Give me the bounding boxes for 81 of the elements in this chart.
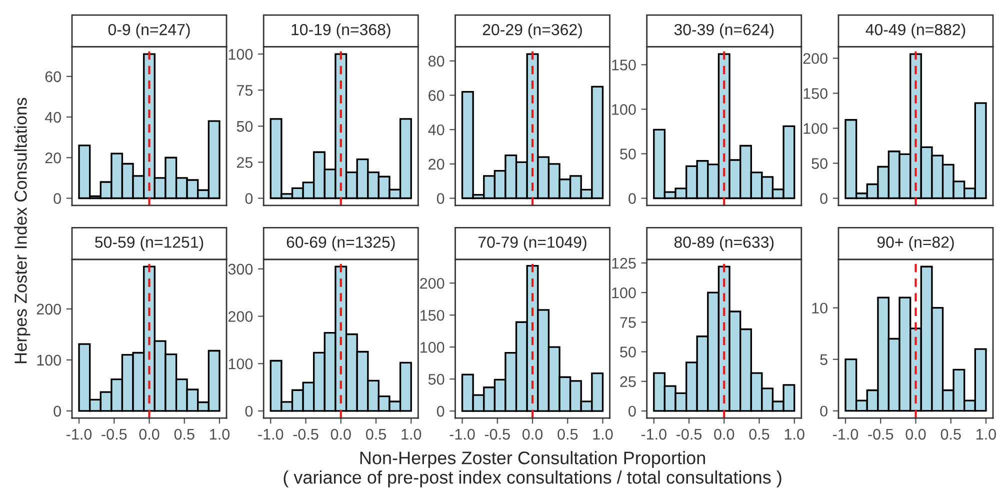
y-tick-label: 20 — [45, 152, 61, 164]
y-tick-label: 100 — [228, 48, 253, 60]
x-tick-label: -0.5 — [676, 428, 702, 440]
chart-title: 60-69 (n=1325) — [286, 236, 395, 251]
y-tick-label: 0 — [245, 193, 253, 204]
y-tick-label: 50 — [620, 346, 636, 358]
x-tick-label: -1.0 — [833, 428, 858, 440]
y-tick-label: 25 — [236, 157, 253, 168]
y-tick-label: 60 — [45, 71, 61, 82]
y-tick-label: 0 — [54, 406, 61, 417]
y-tick-label: 150 — [420, 310, 444, 321]
x-tick-label: -1.0 — [641, 428, 666, 440]
y-tick-label: 0 — [628, 193, 636, 204]
x-axis-title: Non-Herpes Zoster Consultation Proportion ( variance of pre-post index consultations / total consultations ) — [284, 451, 782, 488]
y-tick-label: 100 — [612, 287, 636, 298]
x-tick-label: 1.0 — [976, 428, 996, 440]
y-tick-label: 200 — [36, 304, 61, 315]
y-tick-label: 200 — [420, 278, 444, 289]
y-tick-label: 150 — [804, 88, 828, 99]
chart-title: 20-29 (n=362) — [482, 24, 582, 38]
x-tick-label: 1.0 — [210, 428, 230, 440]
y-tick-label: 125 — [612, 258, 636, 269]
y-tick-label: 50 — [236, 121, 253, 132]
x-tick-label: 0.0 — [522, 428, 543, 440]
x-tick-label: 0.5 — [558, 428, 578, 440]
chart-title: 40-49 (n=882) — [866, 24, 966, 38]
y-tick-label: 100 — [37, 354, 61, 366]
y-tick-label: 80 — [428, 56, 444, 67]
chart-title: 50-59 (n=1251) — [95, 236, 204, 251]
y-tick-label: 25 — [620, 376, 636, 388]
y-tick-label: 50 — [428, 374, 444, 385]
y-tick-label: 100 — [420, 342, 444, 353]
x-tick-label: 0.0 — [714, 428, 734, 440]
y-tick-label: 200 — [228, 311, 253, 322]
x-tick-label: -1.0 — [450, 428, 475, 440]
chart-title: 70-79 (n=1049) — [478, 236, 586, 251]
y-tick-label: 75 — [236, 85, 253, 96]
y-tick-label: 0 — [245, 406, 253, 417]
y-tick-label: 40 — [428, 124, 444, 136]
y-axis-title: Herpes Zoster Index Consultations — [14, 98, 30, 364]
y-tick-label: 0 — [820, 193, 828, 204]
chart-title: 0-9 (n=247) — [108, 24, 190, 38]
y-tick-label: 200 — [803, 53, 828, 64]
y-tick-label: 100 — [228, 358, 253, 370]
x-tick-label: -1.0 — [258, 428, 284, 440]
y-tick-label: 75 — [620, 317, 636, 328]
chart-title: 30-39 (n=624) — [674, 24, 774, 38]
chart-title: 80-89 (n=633) — [674, 236, 774, 251]
x-tick-label: 0.0 — [330, 428, 351, 440]
y-tick-label: 5 — [820, 354, 828, 366]
y-tick-label: 50 — [620, 148, 636, 160]
x-tick-label: 0.0 — [906, 428, 926, 440]
y-tick-label: 100 — [612, 104, 636, 115]
x-tick-label: 0.5 — [749, 428, 770, 440]
x-tick-label: -0.5 — [484, 428, 510, 440]
y-tick-label: 300 — [228, 264, 253, 275]
x-tick-label: 0.0 — [139, 428, 160, 440]
x-tick-label: -0.5 — [102, 428, 127, 440]
y-tick-label: 50 — [812, 158, 828, 169]
x-tick-label: -0.5 — [868, 428, 894, 440]
y-tick-label: 60 — [428, 90, 444, 101]
y-tick-label: 40 — [44, 112, 61, 123]
y-tick-label: 0 — [628, 406, 636, 417]
y-tick-label: 0 — [436, 406, 444, 417]
x-tick-label: 0.5 — [174, 428, 194, 440]
x-tick-label: 1.0 — [402, 428, 422, 440]
x-tick-label: 0.5 — [940, 428, 961, 440]
y-tick-label: 100 — [804, 123, 828, 134]
y-tick-label: 150 — [612, 60, 636, 70]
x-tick-label: 1.0 — [784, 428, 804, 440]
y-tick-label: 0 — [820, 406, 828, 417]
y-tick-label: 0 — [54, 193, 61, 204]
y-tick-label: 20 — [428, 158, 444, 170]
x-tick-label: -1.0 — [66, 428, 92, 440]
chart-title: 90+ (n=82) — [877, 236, 954, 251]
x-tick-label: 1.0 — [593, 428, 613, 440]
x-tick-label: -0.5 — [293, 428, 318, 440]
y-tick-label: 10 — [812, 302, 828, 314]
x-tick-label: 0.5 — [366, 428, 386, 440]
y-tick-label: 0 — [436, 193, 444, 204]
chart-title: 10-19 (n=368) — [292, 24, 390, 38]
